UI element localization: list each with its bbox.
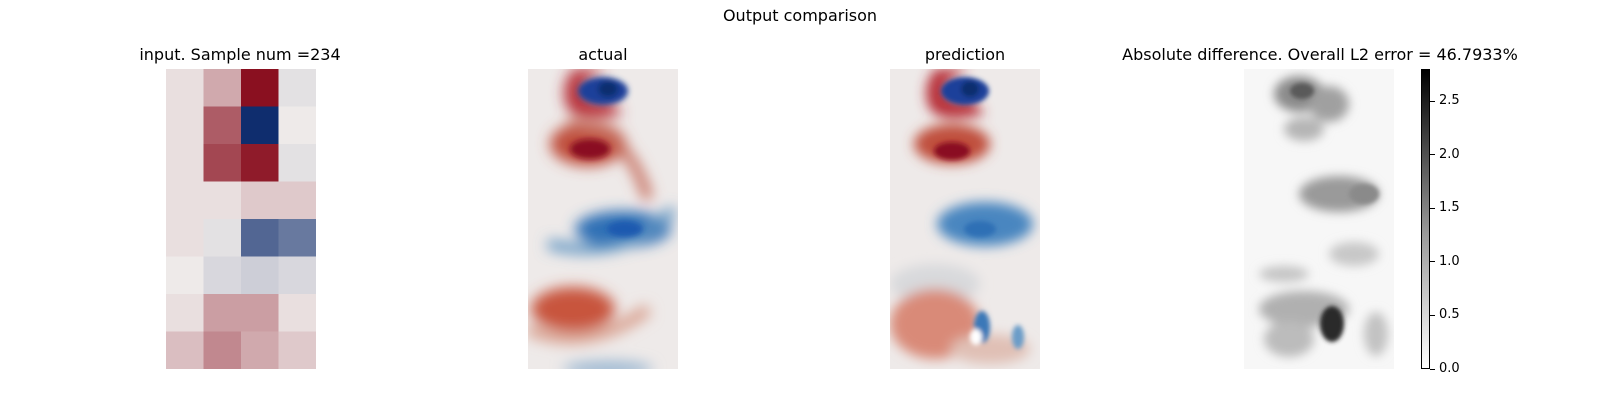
input-cell [241, 256, 279, 295]
colorbar-tick-label: 0.5 [1439, 307, 1460, 323]
colorbar-tick-label: 2.0 [1439, 146, 1460, 162]
panel-title-prediction: prediction [924, 45, 1006, 64]
input-cell [203, 219, 242, 257]
input-cell [203, 331, 242, 369]
panel-title-actual: actual [578, 45, 628, 64]
colorbar-tick [1430, 100, 1435, 102]
input-cell [278, 69, 316, 107]
colorbar [1421, 69, 1430, 369]
input-cell [166, 256, 204, 295]
input-cell [241, 219, 279, 257]
colorbar-tick [1430, 154, 1435, 156]
input-cell [166, 294, 204, 332]
input-cell [278, 331, 316, 369]
input-cell [278, 219, 316, 257]
input-cell [166, 181, 204, 220]
prediction-heatmap [890, 69, 1040, 369]
input-cell [278, 256, 316, 295]
input-cell [166, 219, 204, 257]
colorbar-tick [1430, 368, 1435, 370]
colorbar-tick [1430, 261, 1435, 263]
difference-heatmap [1244, 69, 1394, 369]
colorbar-tick-label: 2.5 [1439, 93, 1460, 109]
panel-title-input: input. Sample num =234 [139, 45, 341, 64]
input-cell [166, 69, 204, 107]
input-heatmap [166, 69, 316, 369]
input-cell [203, 256, 242, 295]
input-cell [278, 181, 316, 220]
input-cell [278, 294, 316, 332]
figure-title: Output comparison [722, 6, 878, 25]
input-cell [241, 106, 279, 145]
input-cell [203, 181, 242, 220]
input-cell [241, 181, 279, 220]
input-cell [203, 294, 242, 332]
input-cell [241, 144, 279, 182]
actual-heatmap [528, 69, 678, 369]
input-cell [203, 69, 242, 107]
colorbar-tick-label: 1.5 [1439, 200, 1460, 216]
input-cell [241, 331, 279, 369]
input-cell [203, 106, 242, 145]
input-cell [166, 106, 204, 145]
input-cell [241, 294, 279, 332]
input-cell [241, 69, 279, 107]
colorbar-tick [1430, 314, 1435, 316]
colorbar-tick [1430, 207, 1435, 209]
panel-title-difference: Absolute difference. Overall L2 error = … [1122, 45, 1518, 64]
colorbar-tick-label: 1.0 [1439, 253, 1460, 269]
input-cell [166, 144, 204, 182]
input-cell [278, 106, 316, 145]
input-cell [203, 144, 242, 182]
input-cell [278, 144, 316, 182]
input-cell [166, 331, 204, 369]
colorbar-tick-label: 0.0 [1439, 361, 1460, 376]
